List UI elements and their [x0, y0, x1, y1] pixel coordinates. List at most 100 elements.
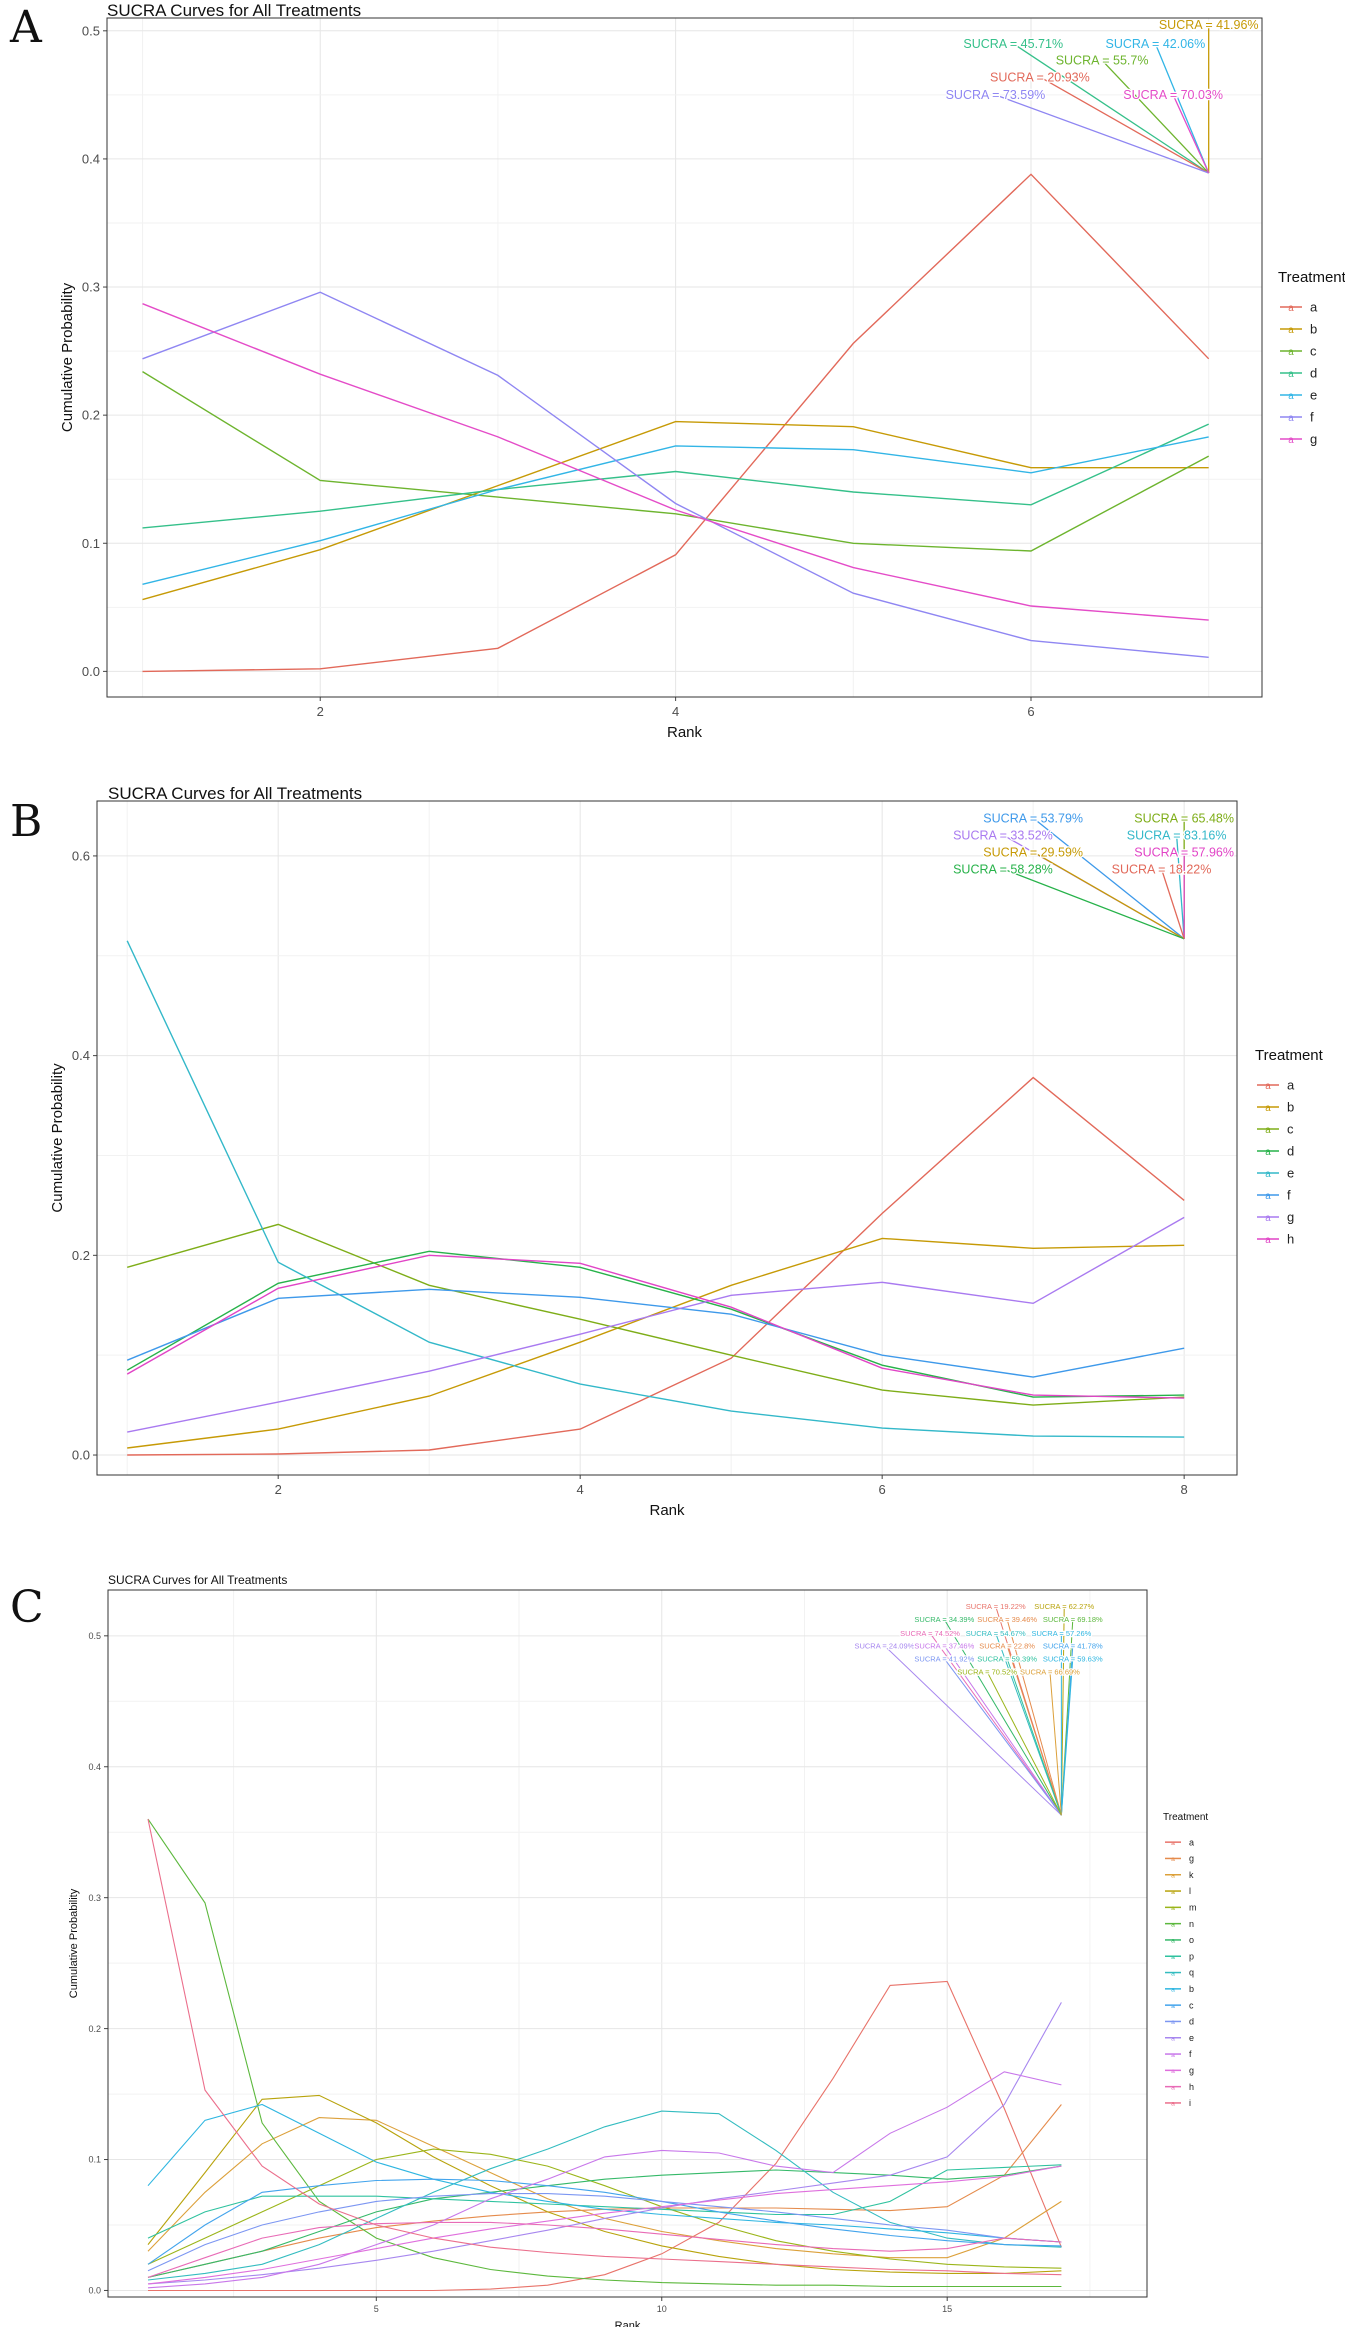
chart-title: SUCRA Curves for All Treatments [108, 784, 362, 803]
legend-title: Treatment [1163, 1812, 1208, 1823]
y-tick-label: 0.1 [88, 2155, 101, 2165]
series-line-c [142, 371, 1210, 552]
x-axis-label: Rank [667, 724, 703, 741]
legend-key-glyph: a [1265, 1169, 1271, 1180]
sucra-annotation: SUCRA = 29.59% [983, 845, 1083, 859]
legend-key-glyph: a [1265, 1147, 1271, 1158]
legend-label-c: c [1189, 2000, 1194, 2010]
sucra-annotation: SUCRA = 57.96% [1134, 845, 1234, 859]
sucra-annotation: SUCRA = 59.39% [977, 1654, 1037, 1663]
sucra-chart-a: 2 4 6 0.0 0.1 0.2 0.3 0.4 0.5 SUCRA = 41.96% SUCRA… [59, 1, 1345, 741]
legend-label-n: n [1189, 1919, 1194, 1929]
series-line-o [147, 2165, 1062, 2278]
legend-key-glyph: a [1265, 1081, 1271, 1092]
series-line-q [147, 2110, 1062, 2281]
annotation-leader [1160, 868, 1185, 939]
sucra-annotation: SUCRA = 70.03% [1123, 88, 1223, 102]
sucra-annotation: SUCRA = 22.8% [979, 1641, 1035, 1650]
legend-label-b: b [1189, 1984, 1194, 1994]
series-line-n [147, 1818, 1062, 2288]
series-line-f [142, 291, 1209, 658]
plot-border [107, 1589, 1148, 2298]
y-tick-label: 0.5 [88, 1631, 101, 1641]
annotation-leader [943, 1619, 1062, 1816]
sucra-annotation: SUCRA = 45.71% [963, 37, 1063, 51]
legend-label-g: g [1310, 432, 1317, 447]
annotation-leader [929, 1632, 1062, 1816]
x-tick-label: 10 [657, 2304, 667, 2314]
legend-label-b: b [1310, 322, 1317, 337]
annotation-leader [1006, 1645, 1062, 1816]
y-tick-label: 0.1 [82, 536, 100, 551]
legend-key-glyph: a [1288, 303, 1294, 314]
series-line-f [147, 2071, 1062, 2289]
annotation-leader [1012, 43, 1210, 174]
panel-letter-a: A [10, 2, 42, 53]
legend-label-d: d [1310, 366, 1317, 381]
legend-label-f: f [1287, 1188, 1291, 1203]
sucra-chart-b: 2 4 6 8 0.0 0.2 0.4 0.6 SUCRA = 53.79% SUCRA = 65… [49, 784, 1324, 1515]
panel-letter-b: B [10, 796, 43, 847]
series-line-e [126, 940, 1185, 1438]
sucra-annotation: SUCRA = 24.09% [854, 1641, 914, 1650]
sucra-annotation: SUCRA = 42.06% [1106, 37, 1206, 51]
annotation-leader [943, 1658, 1062, 1816]
legend-label-f: f [1310, 410, 1314, 425]
sucra-annotation: SUCRA = 55.7% [1056, 54, 1149, 68]
x-tick-label: 8 [1181, 1482, 1188, 1497]
legend-label-h: h [1189, 2082, 1194, 2092]
y-tick-label: 0.3 [88, 1893, 101, 1903]
legend-key-glyph: a [1265, 1235, 1271, 1246]
sucra-annotation: SUCRA = 70.52% [957, 1667, 1017, 1676]
annotation-leader [1175, 834, 1185, 939]
legend-key-glyph: a [1171, 1840, 1175, 1847]
series-line-c [147, 2178, 1062, 2265]
annotation-leader [1049, 1671, 1062, 1816]
annotation-leader [943, 1645, 1062, 1816]
sucra-annotation: SUCRA = 62.27% [1034, 1602, 1094, 1611]
sucra-annotation: SUCRA = 19.22% [966, 1602, 1026, 1611]
annotation-leader [1006, 1619, 1062, 1816]
legend-key-glyph: a [1171, 1987, 1175, 1994]
sucra-annotation: SUCRA = 83.16% [1127, 828, 1227, 842]
legend-key-glyph: a [1171, 1889, 1175, 1896]
legend-key-glyph: a [1171, 2084, 1175, 2091]
legend-label-g: g [1189, 1854, 1194, 1864]
y-tick-label: 0.2 [72, 1248, 90, 1263]
x-tick-label: 2 [317, 704, 324, 719]
annotation-leader [1002, 868, 1185, 940]
legend-key-glyph: a [1171, 2101, 1175, 2108]
sucra-annotation: SUCRA = 20.93% [990, 70, 1090, 84]
legend-key-glyph: a [1171, 1954, 1175, 1961]
series-line-d [147, 2193, 1062, 2272]
annotation-leader [1101, 59, 1210, 174]
sucra-annotation: SUCRA = 41.78% [1043, 1641, 1103, 1650]
x-axis-label: Rank [615, 2320, 641, 2327]
legend-label-a: a [1310, 300, 1318, 315]
legend-key-glyph: a [1288, 369, 1294, 380]
series-line-k [147, 2117, 1062, 2259]
series-line-e [142, 436, 1209, 585]
sucra-annotation: SUCRA = 41.96% [1159, 18, 1259, 32]
annotation-leader [995, 94, 1209, 174]
x-tick-label: 2 [275, 1482, 282, 1497]
plot-border [96, 800, 1238, 1476]
series-line-g [142, 303, 1209, 621]
legend-key-glyph: a [1171, 1921, 1175, 1928]
legend-label-a: a [1189, 1837, 1194, 1847]
y-tick-label: 0.0 [88, 2286, 101, 2296]
legend-label-m: m [1189, 1903, 1197, 1913]
sucra-annotation: SUCRA = 65.48% [1134, 811, 1234, 825]
x-tick-label: 6 [879, 1482, 886, 1497]
panel-letter-c: C [10, 1582, 44, 1633]
series-line-g [147, 2104, 1062, 2278]
legend-label-d: d [1287, 1144, 1294, 1159]
legend-key-glyph: a [1171, 1905, 1175, 1912]
legend-label-c: c [1310, 344, 1317, 359]
legend-label-f: f [1189, 2049, 1192, 2059]
y-tick-label: 0.0 [82, 664, 100, 679]
annotation-leader [1154, 43, 1210, 174]
legend-label-l: l [1189, 1886, 1191, 1896]
sucra-annotation: SUCRA = 53.79% [983, 811, 1083, 825]
series-line-b [127, 1237, 1185, 1449]
